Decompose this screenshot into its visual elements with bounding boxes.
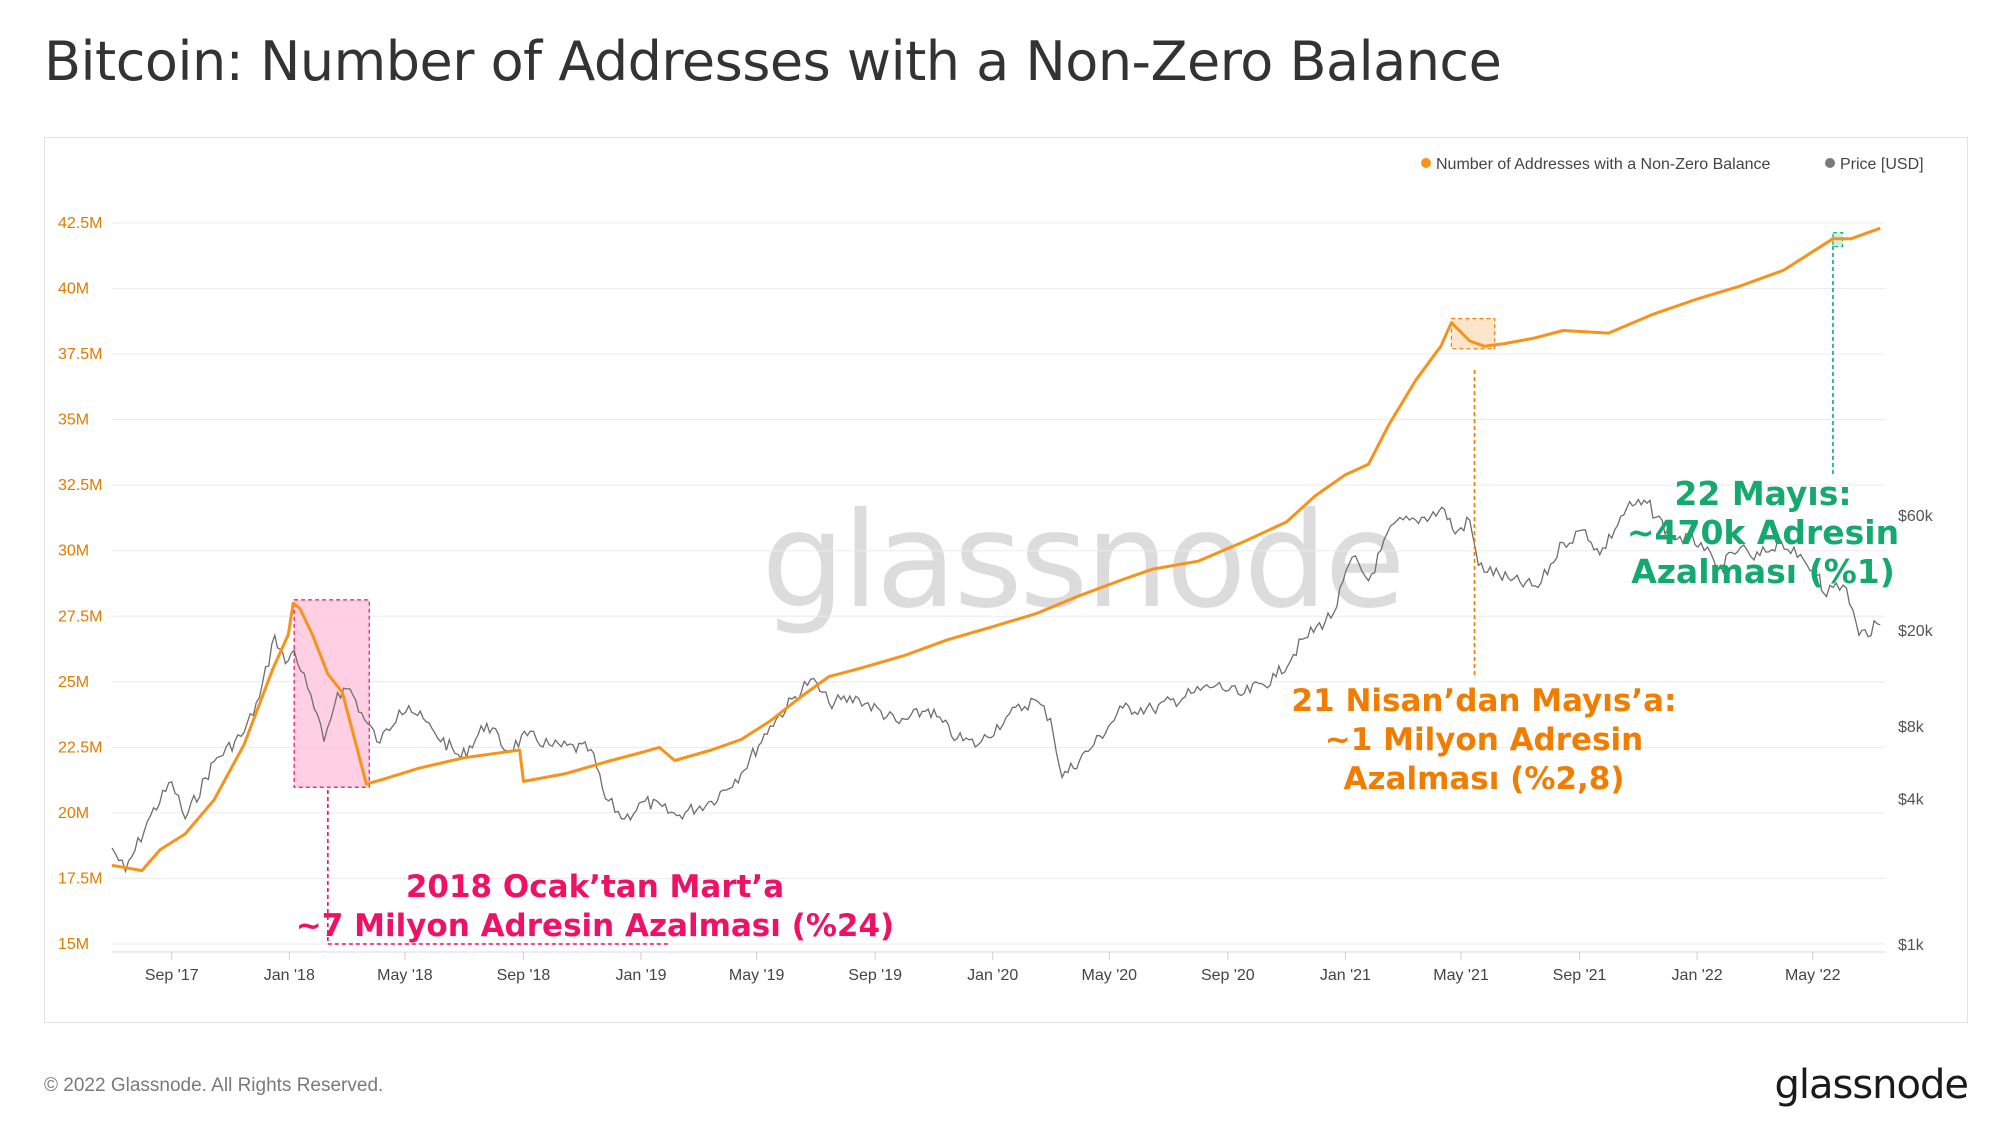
y-left-tick-label: 20M	[58, 805, 89, 822]
y-left-tick-label: 32.5M	[58, 477, 102, 494]
page-title: Bitcoin: Number of Addresses with a Non-…	[44, 30, 1502, 93]
chart-panel	[44, 137, 1968, 1023]
y-left-tick-label: 22.5M	[58, 739, 102, 756]
annotations: 2018 Ocak’tan Mart’a~7 Milyon Adresin Az…	[296, 246, 1899, 945]
legend[interactable]: Number of Addresses with a Non-Zero Bala…	[1421, 156, 1924, 173]
watermark: glassnode	[761, 484, 1402, 638]
highlight-regions	[293, 232, 1844, 788]
y-left-tick-label: 27.5M	[58, 608, 102, 625]
x-tick-label: Sep '21	[1553, 967, 1607, 984]
pink-connector	[327, 790, 670, 945]
legend-price-dot	[1825, 158, 1835, 168]
addresses-line	[111, 226, 1881, 873]
y-axis-left: 15M 17.5M 20M 22.5M 25M 27.5M 30M 32.5M 35M 37.5M…	[58, 215, 102, 953]
x-tick-label: Sep '20	[1201, 967, 1255, 984]
x-tick-label: Sep '18	[497, 967, 551, 984]
highlight-orange	[1450, 317, 1496, 350]
annotation-orange-line: 21 Nisan’dan Mayıs’a:	[1292, 683, 1677, 719]
x-tick-label: May '19	[729, 967, 785, 984]
x-tick-label: May '21	[1433, 967, 1489, 984]
x-tick-label: Jan '21	[1320, 967, 1371, 984]
legend-price-label[interactable]: Price [USD]	[1840, 156, 1924, 173]
x-tick-label: May '20	[1082, 967, 1138, 984]
addresses-series	[111, 226, 1881, 873]
grid	[112, 222, 1885, 953]
legend-addresses-dot	[1421, 158, 1431, 168]
annotation-pink-line: 2018 Ocak’tan Mart’a	[406, 869, 784, 905]
x-tick-label: Jan '18	[264, 967, 315, 984]
glassnode-logo: glassnode	[1774, 1062, 1969, 1108]
annotation-green-line: Azalması (%1)	[1631, 552, 1895, 591]
x-tick-label: Jan '22	[1672, 967, 1723, 984]
price-line	[111, 498, 1881, 874]
annotation-green-line: ~470k Adresin	[1627, 513, 1899, 552]
y-right-tick-label: $4k	[1898, 792, 1925, 809]
y-right-tick-label: $20k	[1898, 623, 1934, 640]
annotation-orange-line: ~1 Milyon Adresin	[1325, 722, 1643, 758]
price-series	[111, 498, 1881, 874]
y-right-tick-label: $60k	[1898, 508, 1934, 525]
annotation-pink-line: ~7 Milyon Adresin Azalması (%24)	[296, 908, 894, 944]
y-left-tick-label: 40M	[58, 281, 89, 298]
x-tick-label: Sep '19	[848, 967, 902, 984]
y-left-tick-label: 25M	[58, 674, 89, 691]
y-left-tick-label: 17.5M	[58, 870, 102, 887]
y-axis-right: $1k $4k $8k $20k $60k	[1898, 508, 1934, 954]
y-left-tick-label: 30M	[58, 543, 89, 560]
highlight-pink	[293, 599, 370, 788]
y-right-tick-label: $8k	[1898, 719, 1925, 736]
y-left-tick-label: 37.5M	[58, 346, 102, 363]
y-left-tick-label: 35M	[58, 412, 89, 429]
annotation-orange-line: Azalması (%2,8)	[1344, 761, 1625, 797]
x-axis: Sep '17 Jan '18 May '18 Sep '18 Jan '19 May '…	[145, 952, 1841, 984]
x-tick-label: Jan '19	[615, 967, 666, 984]
y-left-tick-label: 42.5M	[58, 215, 102, 232]
x-tick-label: Jan '20	[967, 967, 1018, 984]
x-tick-label: May '22	[1785, 967, 1841, 984]
y-left-tick-label: 15M	[58, 936, 89, 953]
legend-addresses-label[interactable]: Number of Addresses with a Non-Zero Bala…	[1436, 156, 1770, 173]
x-tick-label: May '18	[377, 967, 433, 984]
x-tick-label: Sep '17	[145, 967, 199, 984]
copyright-footer: © 2022 Glassnode. All Rights Reserved.	[44, 1075, 384, 1096]
y-right-tick-label: $1k	[1898, 937, 1925, 954]
annotation-green-line: 22 Mayıs:	[1674, 474, 1851, 513]
